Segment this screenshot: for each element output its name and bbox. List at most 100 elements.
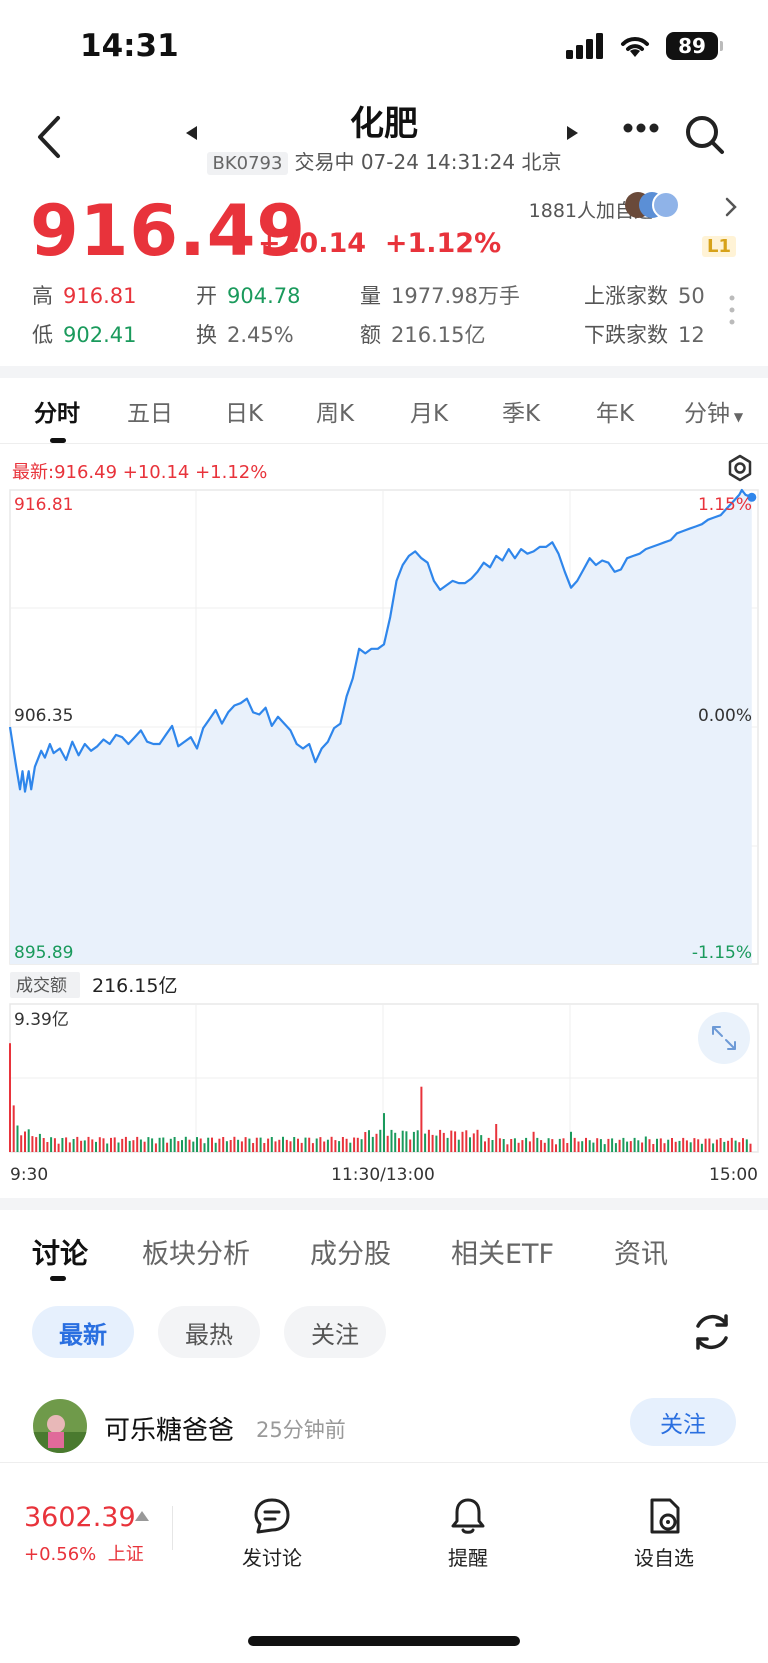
volume-bar [278, 1139, 281, 1152]
more-stats-icon[interactable] [728, 294, 736, 326]
volume-bar [248, 1138, 251, 1152]
post-discussion-button[interactable]: 发讨论 [242, 1546, 302, 1570]
volume-bar [671, 1138, 673, 1152]
volume-bar [674, 1141, 677, 1152]
followers-count[interactable]: 1881人加自选 [528, 200, 653, 222]
tab-minute[interactable]: 分钟 ▼ [684, 401, 744, 427]
post-username[interactable]: 可乐糖爸爸 [104, 1416, 235, 1446]
active-content-tab-indicator [50, 1276, 66, 1281]
volume-bar [484, 1141, 486, 1152]
intraday-chart[interactable]: 916.81 906.35 895.89 1.15% 0.00% -1.15% … [0, 488, 768, 1190]
volume-bar [203, 1143, 206, 1152]
volume-bar [12, 1105, 15, 1152]
expand-icon[interactable] [712, 1026, 736, 1050]
comment-icon[interactable] [252, 1496, 292, 1536]
volume-bar [749, 1143, 752, 1152]
alert-button[interactable]: 提醒 [448, 1546, 488, 1570]
volume-bar [682, 1137, 685, 1152]
volume-bar [379, 1129, 382, 1152]
follow-button[interactable]: 关注 [630, 1398, 736, 1446]
refresh-icon[interactable] [690, 1310, 734, 1354]
volume-bar [528, 1141, 531, 1152]
volume-bar [607, 1138, 610, 1152]
add-watchlist-button[interactable]: 设自选 [634, 1546, 694, 1570]
index-value[interactable]: 3602.39 [24, 1502, 136, 1533]
chart-settings-icon[interactable] [726, 454, 754, 482]
divider [0, 1198, 768, 1210]
filter-following[interactable]: 关注 [284, 1306, 386, 1358]
volume-bar [218, 1138, 221, 1152]
filter-latest[interactable]: 最新 [32, 1306, 134, 1358]
volume-bar [196, 1137, 198, 1152]
volume-bar [476, 1129, 479, 1152]
volume-bar [461, 1131, 464, 1152]
more-icon[interactable] [622, 122, 660, 134]
volume-bar [42, 1138, 45, 1152]
bottom-toolbar [0, 1462, 768, 1592]
volume-bar [16, 1125, 19, 1152]
tab-daily-k[interactable]: 日K [225, 401, 264, 427]
volume-bar [495, 1124, 498, 1152]
volume-label: 成交额 [16, 976, 67, 996]
volume-bar [106, 1143, 109, 1152]
volume-bar [427, 1129, 430, 1152]
follower-avatars[interactable] [624, 190, 686, 220]
volume-bar [480, 1135, 483, 1152]
volume-bar [121, 1138, 124, 1152]
previous-stock-icon[interactable] [186, 126, 197, 140]
tab-discussion[interactable]: 讨论 [32, 1237, 89, 1270]
back-arrow-icon[interactable] [30, 112, 70, 162]
volume-bar [285, 1139, 288, 1152]
add-watchlist-icon[interactable] [644, 1496, 684, 1536]
user-avatar[interactable] [32, 1398, 88, 1454]
next-stock-icon[interactable] [567, 126, 578, 140]
volume-bar [282, 1136, 284, 1152]
volume-bar [577, 1141, 580, 1152]
volume-bar [439, 1129, 442, 1152]
volume-bar [147, 1137, 150, 1152]
tab-quarterly-k[interactable]: 季K [502, 401, 541, 427]
volume-bar [472, 1133, 475, 1152]
volume-bar [341, 1137, 344, 1152]
tab-intraday[interactable]: 分时 [34, 401, 80, 427]
volume-bar [543, 1142, 546, 1152]
volume-bar [338, 1141, 341, 1152]
trading-status-line: BK0793 交易中 07-24 14:31:24 北京 [0, 146, 768, 175]
up-triangle-icon [135, 1511, 149, 1521]
divider [0, 443, 768, 444]
volume-bar [708, 1138, 711, 1152]
divider [0, 366, 768, 378]
filter-hottest[interactable]: 最热 [158, 1306, 260, 1358]
axis-pct-bottom: -1.15% [692, 943, 752, 963]
volume-bar [222, 1137, 225, 1152]
tab-sector-analysis[interactable]: 板块分析 [142, 1239, 250, 1270]
volume-bar [375, 1133, 378, 1152]
tab-monthly-k[interactable]: 月K [410, 401, 449, 427]
bell-icon[interactable] [448, 1496, 488, 1536]
trading-status: 交易中 07-24 14:31:24 北京 [294, 150, 562, 174]
tab-five-day[interactable]: 五日 [127, 401, 173, 427]
volume-bar [536, 1137, 539, 1152]
tab-yearly-k[interactable]: 年K [596, 401, 635, 427]
tab-constituents[interactable]: 成分股 [310, 1239, 391, 1270]
expand-icon-bg[interactable] [698, 1012, 750, 1064]
tab-related-etf[interactable]: 相关ETF [451, 1239, 555, 1270]
volume-bar [289, 1141, 292, 1152]
tab-weekly-k[interactable]: 周K [316, 401, 355, 427]
volume-bar [704, 1138, 707, 1152]
tab-news[interactable]: 资讯 [614, 1239, 668, 1270]
search-icon[interactable] [684, 114, 726, 156]
volume-bar [558, 1138, 561, 1152]
volume-bar [618, 1139, 621, 1152]
volume-bar [95, 1141, 97, 1152]
x-label-close: 15:00 [709, 1165, 758, 1185]
chevron-right-icon[interactable] [724, 196, 738, 218]
sector-code: BK0793 [206, 152, 289, 175]
volume-bar [169, 1138, 172, 1152]
volume-bar [715, 1139, 718, 1152]
volume-bar [311, 1143, 314, 1152]
volume-bar [20, 1135, 23, 1152]
volume-bar [435, 1135, 438, 1152]
latest-price-dot [747, 492, 757, 502]
volume-bar [506, 1144, 509, 1152]
